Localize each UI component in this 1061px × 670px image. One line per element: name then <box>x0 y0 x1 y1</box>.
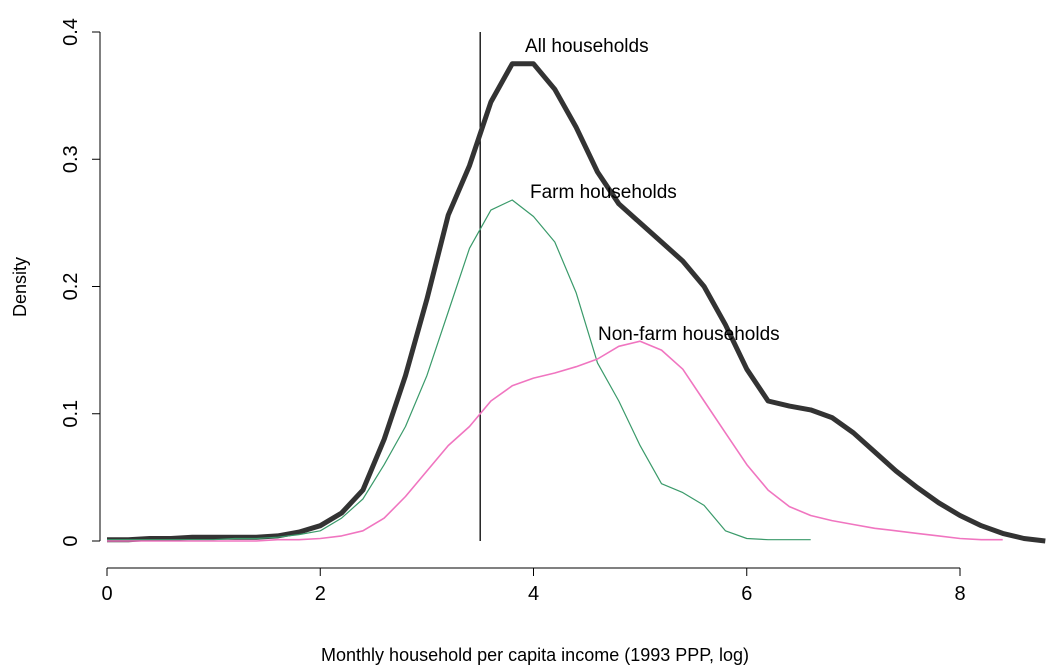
x-tick-label: 0 <box>101 583 112 605</box>
x-tick-label: 6 <box>741 583 752 605</box>
x-axis-title: Monthly household per capita income (199… <box>321 645 749 665</box>
x-tick-label: 8 <box>954 583 965 605</box>
y-tick-label: 0.4 <box>60 18 82 46</box>
x-tick-label: 4 <box>528 583 539 605</box>
y-tick-label: 0.3 <box>60 145 82 173</box>
density-line <box>107 340 1003 542</box>
density-line <box>107 199 811 541</box>
y-tick-label: 0.1 <box>60 400 82 428</box>
y-tick-label: 0 <box>60 535 82 546</box>
series-label: All households <box>525 36 649 57</box>
series-label: Farm households <box>530 182 677 203</box>
y-tick-label: 0.2 <box>60 273 82 301</box>
y-axis-title: Density <box>10 257 30 317</box>
density-line <box>107 61 1046 544</box>
series-label: Non-farm households <box>598 324 780 345</box>
x-tick-label: 2 <box>315 583 326 605</box>
